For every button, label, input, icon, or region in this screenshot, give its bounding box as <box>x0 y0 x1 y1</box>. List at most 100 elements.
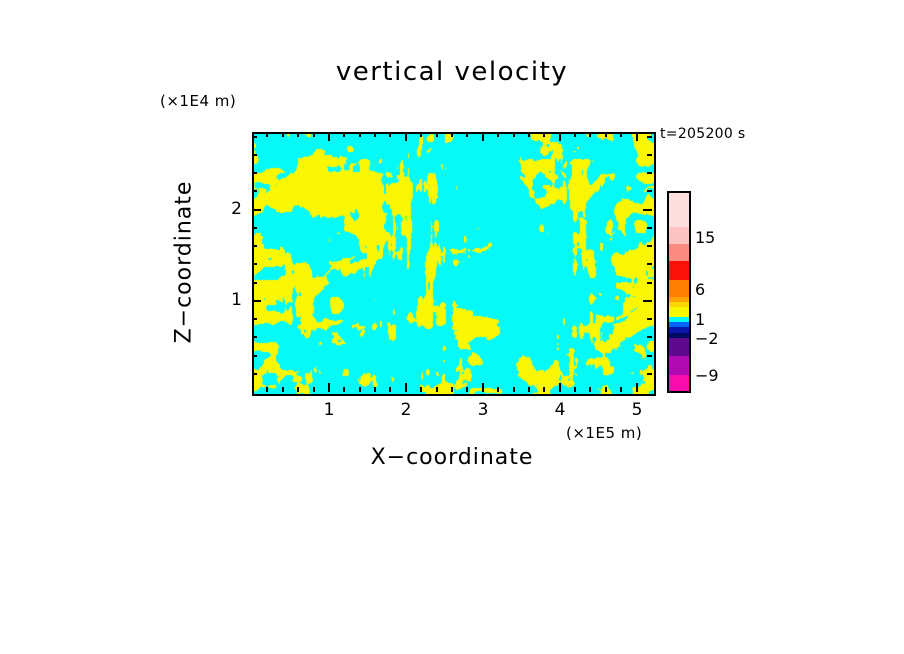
colorbar-band <box>669 356 689 375</box>
x-tick-minor-top <box>266 132 268 137</box>
y-tick-minor-right <box>647 227 652 229</box>
y-tick-label: 1 <box>231 290 242 310</box>
y-tick-minor <box>252 373 257 375</box>
x-tick-minor <box>420 387 422 392</box>
colorbar-band <box>669 317 689 322</box>
x-tick-minor-top <box>589 132 591 137</box>
velocity-field-image <box>254 134 654 394</box>
x-tick-major-top <box>405 132 407 141</box>
x-tick-major-top <box>482 132 484 141</box>
x-tick-major <box>636 383 638 392</box>
y-tick-minor-right <box>647 172 652 174</box>
x-tick-minor <box>451 387 453 392</box>
x-tick-label: 2 <box>400 400 412 420</box>
colorbar-tick-label: −9 <box>695 366 719 385</box>
colorbar-band <box>669 333 689 338</box>
chart-title: vertical velocity <box>335 57 569 87</box>
colorbar-band <box>669 244 689 261</box>
x-tick-label: 1 <box>323 400 335 420</box>
colorbar-tick-label: 6 <box>695 280 706 299</box>
x-tick-minor-top <box>543 132 545 137</box>
x-tick-minor <box>513 387 515 392</box>
x-tick-minor <box>466 387 468 392</box>
x-axis-title: X−coordinate <box>370 445 534 470</box>
y-tick-minor-right <box>647 355 652 357</box>
y-tick-major-right <box>643 209 652 211</box>
x-tick-minor <box>436 387 438 392</box>
x-tick-minor <box>497 387 499 392</box>
x-tick-minor-top <box>513 132 515 137</box>
contour-plot-area <box>252 132 656 396</box>
colorbar <box>667 191 691 393</box>
y-tick-minor <box>252 190 257 192</box>
y-tick-minor-right <box>647 373 652 375</box>
x-tick-minor-top <box>466 132 468 137</box>
colorbar-band <box>669 297 689 302</box>
x-tick-minor <box>374 387 376 392</box>
y-tick-major <box>252 300 261 302</box>
y-tick-major <box>252 209 261 211</box>
y-tick-minor <box>252 154 257 156</box>
colorbar-band <box>669 227 689 244</box>
x-tick-minor-top <box>420 132 422 137</box>
y-tick-minor-right <box>647 136 652 138</box>
y-tick-minor <box>252 245 257 247</box>
x-tick-major <box>405 383 407 392</box>
x-tick-label: 4 <box>554 400 566 420</box>
x-tick-minor <box>313 387 315 392</box>
x-tick-minor <box>343 387 345 392</box>
y-tick-minor-right <box>647 263 652 265</box>
y-tick-minor <box>252 282 257 284</box>
y-tick-minor <box>252 172 257 174</box>
x-tick-minor-top <box>282 132 284 137</box>
timestamp-annotation: t=205200 s <box>660 126 746 142</box>
y-tick-minor <box>252 318 257 320</box>
x-tick-label: 5 <box>631 400 643 420</box>
x-tick-minor-top <box>620 132 622 137</box>
x-tick-minor <box>574 387 576 392</box>
y-tick-label: 2 <box>231 199 242 219</box>
x-tick-minor-top <box>343 132 345 137</box>
x-tick-minor <box>282 387 284 392</box>
x-tick-minor-top <box>451 132 453 137</box>
x-tick-major <box>328 383 330 392</box>
colorbar-band <box>669 322 689 327</box>
x-tick-major <box>559 383 561 392</box>
x-tick-major-top <box>328 132 330 141</box>
y-axis-unit-label: (×1E4 m) <box>160 92 237 110</box>
colorbar-band <box>669 327 689 333</box>
x-tick-minor-top <box>374 132 376 137</box>
x-tick-minor <box>543 387 545 392</box>
x-tick-minor <box>620 387 622 392</box>
y-tick-minor-right <box>647 190 652 192</box>
y-tick-minor-right <box>647 282 652 284</box>
colorbar-band <box>669 338 689 356</box>
y-tick-minor-right <box>647 245 652 247</box>
y-tick-minor <box>252 227 257 229</box>
x-tick-minor-top <box>313 132 315 137</box>
x-tick-label: 3 <box>477 400 489 420</box>
colorbar-band <box>669 312 689 317</box>
colorbar-band <box>669 193 689 227</box>
x-tick-minor <box>266 387 268 392</box>
x-axis-unit-label: (×1E5 m) <box>566 424 643 442</box>
x-tick-minor-top <box>605 132 607 137</box>
colorbar-band <box>669 307 689 312</box>
y-tick-minor <box>252 263 257 265</box>
colorbar-band <box>669 261 689 280</box>
colorbar-tick-label: 15 <box>695 228 716 247</box>
x-tick-major-top <box>559 132 561 141</box>
x-tick-minor-top <box>436 132 438 137</box>
y-tick-minor <box>252 336 257 338</box>
x-tick-minor <box>589 387 591 392</box>
x-tick-minor <box>605 387 607 392</box>
x-tick-minor-top <box>389 132 391 137</box>
colorbar-band <box>669 375 689 391</box>
x-tick-minor <box>389 387 391 392</box>
y-tick-major-right <box>643 300 652 302</box>
x-tick-minor-top <box>297 132 299 137</box>
x-tick-minor <box>297 387 299 392</box>
x-tick-major <box>482 383 484 392</box>
colorbar-tick-label: −2 <box>695 329 719 348</box>
